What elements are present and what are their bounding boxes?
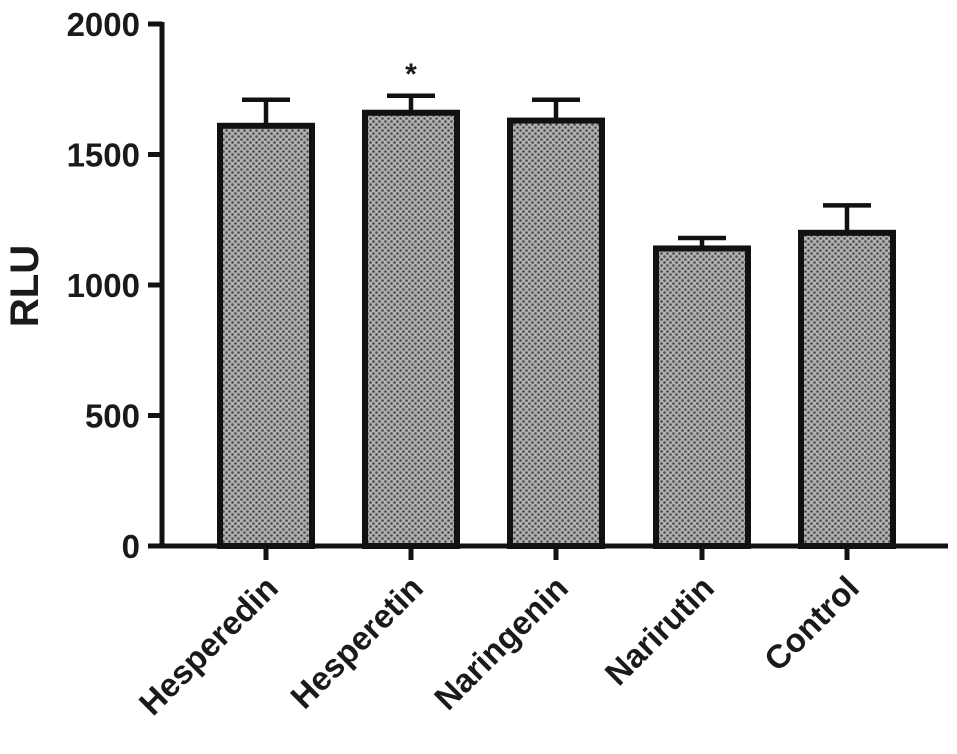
y-tick-label-1500: 1500 [67, 137, 140, 174]
error-bars-layer [242, 93, 871, 249]
x-tick-label-hesperedin: Hesperedin [132, 569, 285, 722]
bar-hesperetin [362, 109, 460, 550]
bar-hesperedin [217, 122, 315, 549]
bars-layer [217, 109, 896, 550]
significance-annotation: * [405, 58, 417, 91]
x-tick-label-hesperetin: Hesperetin [283, 569, 430, 716]
axes-layer [148, 21, 948, 560]
x-tick-label-control: Control [757, 569, 866, 678]
y-tick-label-0: 0 [122, 528, 140, 565]
x-tick-label-naringenin: Naringenin [427, 569, 575, 717]
x-tick-label-narirutin: Narirutin [598, 569, 721, 692]
bar-control [798, 229, 896, 550]
bar-narirutin [653, 245, 751, 550]
bar-naringenin [507, 117, 605, 549]
y-tick-label-1000: 1000 [67, 267, 140, 304]
y-tick-label-2000: 2000 [67, 6, 140, 43]
y-axis-title: RLU [3, 245, 47, 327]
y-tick-label-500: 500 [85, 398, 140, 435]
